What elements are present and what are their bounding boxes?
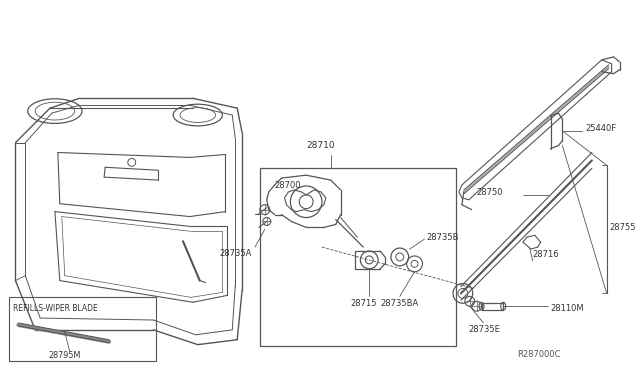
Text: 28755: 28755 <box>610 223 636 232</box>
Text: 28716: 28716 <box>533 250 559 260</box>
Text: 28750: 28750 <box>477 188 503 198</box>
Text: 28735A: 28735A <box>220 250 252 259</box>
Text: 28795M: 28795M <box>48 351 81 360</box>
Text: REFILLS-WIPER BLADE: REFILLS-WIPER BLADE <box>13 304 97 313</box>
Text: 28710: 28710 <box>306 141 335 150</box>
Text: 28735E: 28735E <box>468 326 500 334</box>
Text: R287000C: R287000C <box>517 350 561 359</box>
Text: 28735BA: 28735BA <box>380 299 419 308</box>
Bar <box>260 168 456 346</box>
Text: 28700: 28700 <box>275 180 301 189</box>
Bar <box>8 297 156 362</box>
Text: 28715: 28715 <box>351 299 377 308</box>
Text: 28110M: 28110M <box>550 304 584 313</box>
Text: 25440F: 25440F <box>585 124 616 133</box>
Text: 28735B: 28735B <box>426 233 459 242</box>
